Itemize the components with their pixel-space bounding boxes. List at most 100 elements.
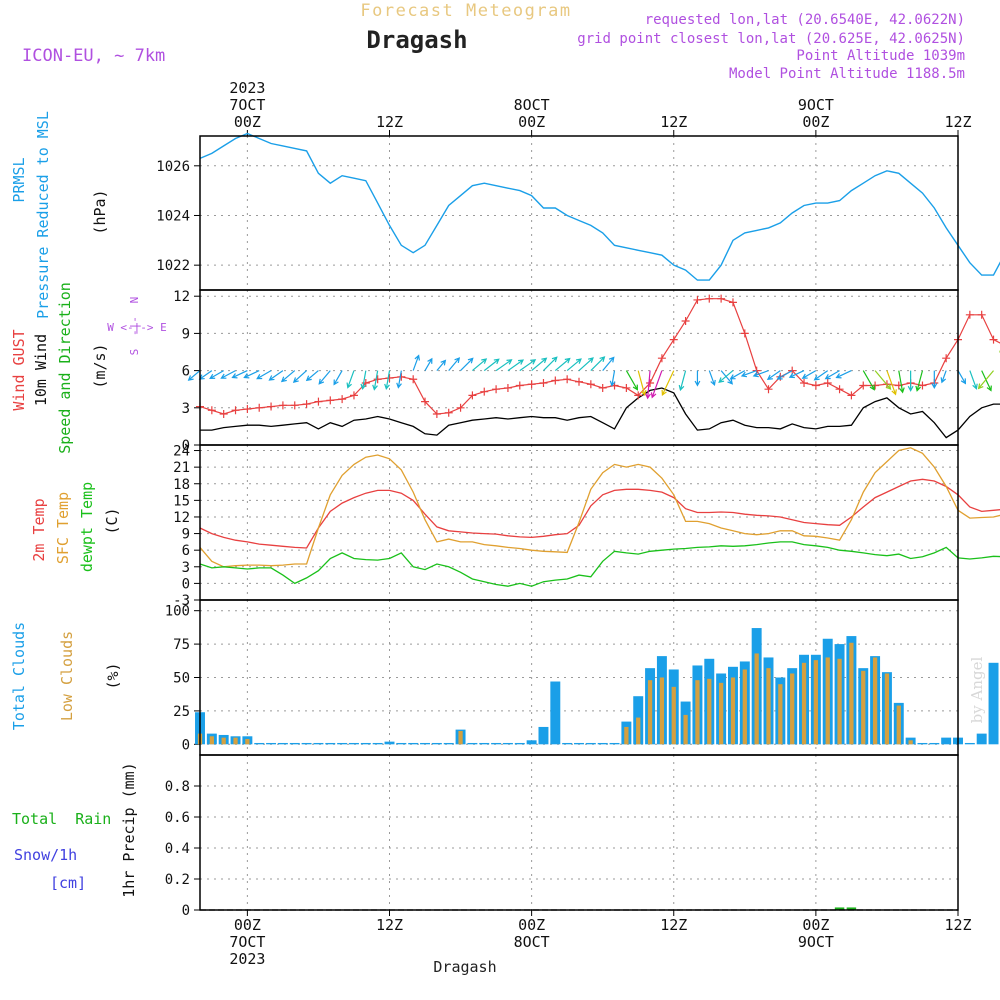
low-cloud-bar: [245, 738, 250, 745]
gust-marker: [646, 379, 655, 387]
top-time-label: 00Z: [802, 113, 829, 131]
wind-direction-arrow: [360, 370, 367, 390]
temperature-ytick-label: 21: [173, 460, 190, 476]
compass-south: S: [128, 349, 141, 356]
wind-direction-arrow: [981, 370, 992, 392]
precip-ytick-label: 0: [182, 903, 190, 919]
wind-direction-arrow: [915, 370, 924, 392]
total-cloud-bar: [431, 742, 442, 745]
low-cloud-bar: [671, 686, 676, 745]
gust-marker: [385, 374, 394, 383]
total-cloud-bar: [325, 742, 336, 745]
model-name: ICON-EU, ~ 7km: [22, 46, 165, 66]
wind-direction-arrow: [318, 370, 331, 385]
wind-direction-arrow: [256, 370, 272, 380]
wind-direction-arrow: [940, 370, 947, 384]
wind-direction-arrow: [609, 370, 616, 387]
wind-direction-arrow: [740, 370, 757, 378]
gust-marker: [563, 375, 572, 384]
gust-marker: [456, 403, 465, 412]
low-cloud-bar: [908, 740, 913, 745]
gust-marker: [717, 294, 726, 303]
total-cloud-bar: [609, 742, 620, 745]
precip-panel: 0 0.2 0.4 0.6 0.8: [165, 755, 959, 919]
pressure-unit: (hPa): [91, 189, 109, 234]
bottom-time-label: 9OCT: [798, 933, 834, 951]
total-cloud-bar: [396, 742, 407, 745]
precip-label-rain: Total Rain: [12, 810, 111, 828]
wind-direction-arrow: [231, 370, 248, 379]
gust-marker: [657, 354, 666, 363]
low-cloud-bar: [861, 670, 866, 745]
temp-2m-line: [199, 478, 1000, 549]
gust-marker: [349, 391, 358, 400]
wind-ytick-label: 3: [182, 401, 190, 417]
wind-speed-line: [200, 387, 1000, 439]
wind-direction-arrow: [801, 370, 817, 379]
wind-direction-arrow: [898, 370, 905, 394]
temperature-ytick-label: 12: [173, 510, 190, 526]
wind-direction-arrow: [209, 370, 224, 380]
gust-marker: [764, 385, 773, 394]
temperature-ytick-label: 15: [173, 493, 190, 509]
clouds-ytick-label: 0: [182, 737, 190, 753]
requested-point: requested lon,lat (20.6540E, 42.0622N): [645, 12, 965, 28]
total-cloud-bar: [301, 742, 312, 745]
low-cloud-bar: [647, 680, 653, 745]
wind-ytick-label: 9: [182, 326, 190, 342]
bottom-time-label: 00Z: [518, 916, 545, 934]
gust-marker: [859, 381, 868, 390]
temp-unit: (C): [103, 507, 121, 534]
point-altitude: Point Altitude 1039m: [796, 48, 965, 64]
total-cloud-bar: [313, 742, 324, 745]
grid-point: grid point closest lon,lat (20.625E, 42.…: [577, 31, 965, 47]
top-time-label: 12Z: [376, 113, 403, 131]
temp-label-dewpt: dewpt Temp: [78, 482, 96, 572]
clouds-ytick-label: 50: [173, 671, 190, 687]
wind-direction-arrow: [554, 357, 571, 372]
low-cloud-bar: [707, 678, 712, 745]
temperature-ytick-label: 24: [173, 444, 190, 460]
wind-direction-arrow: [243, 370, 260, 379]
wind-direction-arrow: [519, 359, 537, 372]
low-cloud-bar: [825, 657, 830, 745]
pressure-frame: [199, 135, 959, 291]
total-cloud-bar: [408, 742, 419, 745]
wind-direction-arrow: [590, 356, 606, 372]
total-cloud-bar: [917, 742, 928, 745]
gust-marker: [338, 395, 347, 404]
clouds-panel: 0 25 50 75 100: [165, 600, 999, 755]
wind-unit: (m/s): [91, 343, 109, 388]
wind-direction-arrow: [396, 370, 402, 389]
top-time-label: 12Z: [944, 113, 971, 131]
precip-label-cm: [cm]: [50, 874, 86, 892]
top-time-label: 7OCT: [229, 96, 265, 114]
gust-marker: [740, 329, 749, 338]
wind-direction-arrow: [862, 370, 875, 391]
total-cloud-bar: [562, 742, 573, 745]
gust-marker: [243, 405, 252, 414]
wind-direction-arrow: [718, 370, 734, 383]
wind-direction-arrow: [220, 370, 236, 379]
wind-direction-arrow: [460, 357, 474, 372]
temperature-ytick-label: 0: [182, 576, 190, 592]
pressure-ytick-label: 1022: [156, 258, 190, 274]
wind-direction-arrow: [507, 359, 525, 372]
top-time-label: 12Z: [660, 113, 687, 131]
temperature-ytick-label: 9: [182, 527, 190, 543]
precip-ytick-label: 0.8: [165, 779, 190, 795]
wind-label-dir: Speed and Direction: [56, 282, 74, 454]
wind-direction-arrow: [678, 370, 687, 392]
clouds-ytick-label: 25: [173, 704, 190, 720]
low-cloud-bar: [896, 705, 901, 745]
gust-marker: [681, 317, 690, 325]
low-cloud-bar: [837, 658, 842, 745]
bottom-time-label: 8OCT: [514, 933, 550, 951]
total-cloud-bar: [277, 742, 288, 745]
low-cloud-bar: [730, 677, 736, 745]
precip-ytick-label: 0.2: [165, 872, 190, 888]
gust-marker: [444, 408, 453, 417]
gust-marker: [811, 381, 820, 390]
wind-direction-arrow: [602, 356, 615, 371]
wind-direction-arrow: [436, 359, 447, 371]
